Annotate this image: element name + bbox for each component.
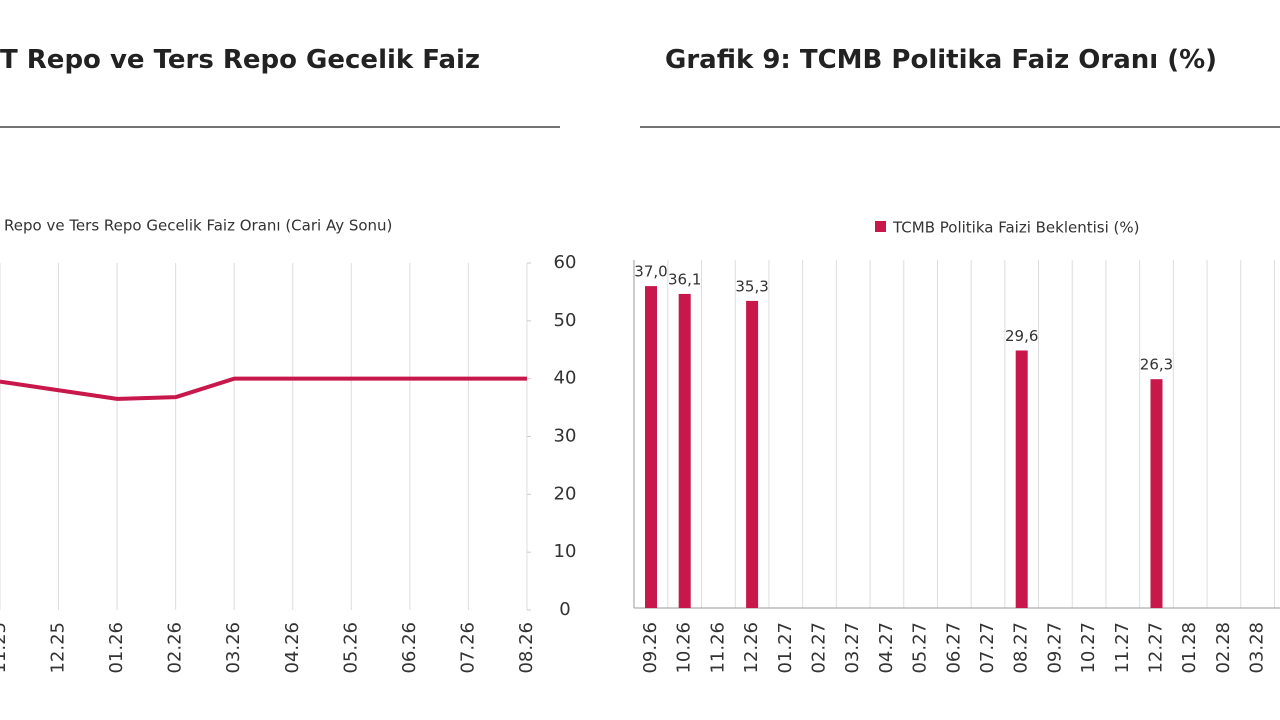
data-label: 26,3 (1140, 356, 1173, 374)
x-tick-label: 03.28 (1247, 622, 1268, 674)
data-label: 37,0 (634, 263, 667, 281)
y-tick-label: 50 (554, 310, 577, 331)
x-tick-label: 03.27 (842, 622, 863, 674)
x-tick-label: 08.26 (516, 622, 537, 674)
y-tick-label: 60 (554, 252, 577, 273)
legend-swatch (875, 221, 886, 232)
x-tick-label: 03.26 (223, 622, 244, 674)
x-tick-label: 12.26 (741, 622, 762, 674)
x-tick-label: 04.27 (876, 622, 897, 674)
x-tick-label: 12.25 (48, 622, 69, 674)
data-label: 29,6 (1005, 327, 1038, 345)
x-tick-label: 02.26 (165, 622, 186, 674)
x-tick-label: 08.27 (1011, 622, 1032, 674)
data-label: 36,1 (668, 270, 701, 288)
legend-label: Repo ve Ters Repo Gecelik Faiz Oranı (Ca… (4, 217, 392, 235)
y-tick-label: 10 (554, 541, 577, 562)
x-tick-label: 06.26 (399, 622, 420, 674)
x-tick-label: 09.26 (640, 622, 661, 674)
x-tick-label: 07.26 (457, 622, 478, 674)
bar (1150, 379, 1163, 608)
y-tick-label: 40 (554, 368, 577, 389)
x-tick-label: 09.27 (1044, 622, 1065, 674)
x-tick-label: 02.28 (1213, 622, 1234, 674)
y-tick-label: 0 (559, 599, 570, 620)
x-tick-label: 11.25 (0, 622, 10, 674)
chart-title: T Repo ve Ters Repo Gecelik Faiz (0, 45, 480, 75)
legend-label: TCMB Politika Faizi Beklentisi (%) (892, 219, 1140, 237)
x-tick-label: 10.27 (1078, 622, 1099, 674)
bar (1015, 350, 1028, 608)
chart-title: Grafik 9: TCMB Politika Faiz Oranı (%) (665, 45, 1217, 75)
x-tick-label: 12.27 (1146, 622, 1167, 674)
bar (746, 300, 759, 608)
x-tick-label: 11.26 (707, 622, 728, 674)
y-tick-label: 20 (554, 483, 577, 504)
x-tick-label: 04.26 (282, 622, 303, 674)
line (0, 376, 527, 401)
x-tick-label: 05.26 (340, 622, 361, 674)
x-tick-label: 11.27 (1112, 622, 1133, 674)
y-tick-label: 30 (554, 426, 577, 447)
x-tick-label: 06.27 (943, 622, 964, 674)
bar (645, 286, 657, 608)
x-tick-label: 10.26 (674, 622, 695, 674)
x-tick-label: 02.27 (809, 622, 830, 674)
x-tick-label: 01.26 (106, 622, 127, 674)
x-tick-label: 05.27 (910, 622, 931, 674)
x-tick-label: 01.28 (1179, 622, 1200, 674)
bar (678, 293, 691, 608)
x-tick-label: 07.27 (977, 622, 998, 674)
data-label: 35,3 (735, 277, 768, 295)
x-tick-label: 01.27 (775, 622, 796, 674)
